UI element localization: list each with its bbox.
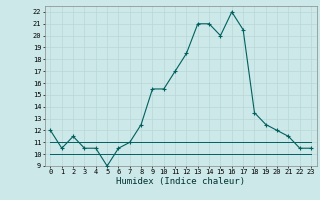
X-axis label: Humidex (Indice chaleur): Humidex (Indice chaleur) <box>116 177 245 186</box>
